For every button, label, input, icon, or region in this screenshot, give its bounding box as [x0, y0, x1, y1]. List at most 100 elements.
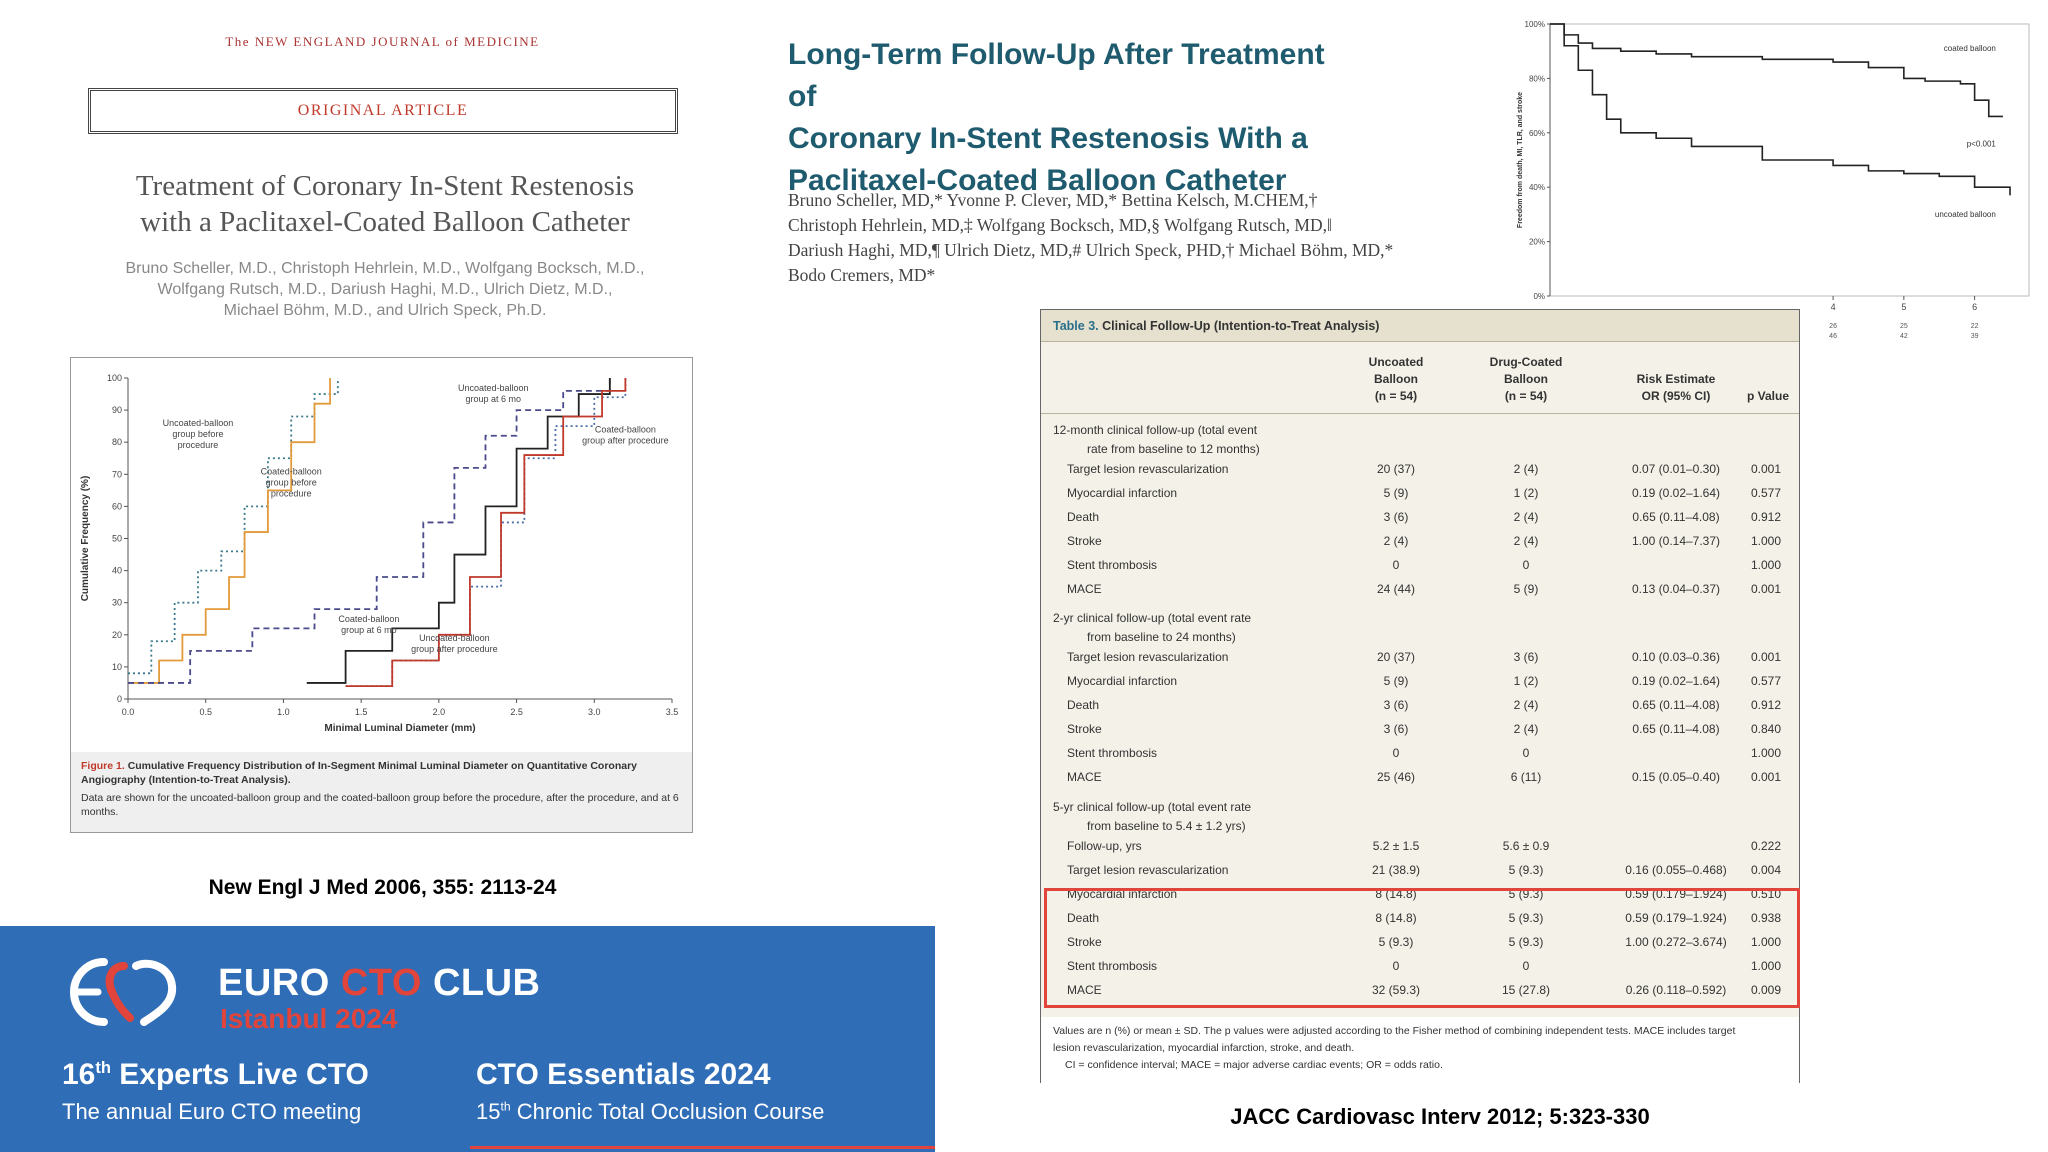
jacc-title-line: Long-Term Follow-Up After Treatment of — [788, 38, 1325, 113]
row-label: Stent thrombosis — [1067, 746, 1158, 760]
p-value: 0.001 — [1750, 770, 1781, 784]
risk-estimate: 1.00 (0.272–3.674) — [1625, 935, 1727, 949]
uncoated-value: 0 — [1392, 959, 1400, 973]
jacc-author-line: Bruno Scheller, MD,* Yvonne P. Clever, M… — [788, 190, 1318, 210]
series-annotation: Coated-balloon — [595, 425, 656, 435]
section-title-line: from baseline to 5.4 ± 1.2 yrs) — [1087, 819, 1246, 833]
series-annotation: Uncoated-balloon — [458, 383, 529, 393]
risk-estimate: 0.59 (0.179–1.924) — [1625, 911, 1727, 925]
y-tick-label: 20 — [112, 630, 122, 640]
cumulative-frequency-chart: 0.0 0.5 1.0 1.5 2.0 2.5 3.0 3.5 0 10 20 30 40 50 60 70 8… — [80, 373, 678, 734]
y-tick-label: 0% — [1533, 292, 1545, 301]
p-value: 0.222 — [1750, 839, 1781, 853]
risk-estimate: 0.65 (0.11–4.08) — [1632, 722, 1720, 736]
p-value: 0.001 — [1750, 582, 1781, 596]
ess-num: 15 — [476, 1099, 501, 1124]
series-annotation: Coated-balloon — [338, 614, 399, 624]
coated-value: 5 (9.3) — [1508, 863, 1544, 877]
header-line: (n = 54) — [1504, 389, 1548, 403]
jacc-title-line: Paclitaxel-Coated Balloon Catheter — [788, 164, 1287, 197]
uncoated-value: 0 — [1392, 746, 1400, 760]
series-annotation: procedure — [178, 440, 219, 450]
at-risk-number: 42 — [1900, 333, 1908, 340]
y-tick-label: 10 — [112, 662, 122, 672]
nejm-title-line: Treatment of Coronary In-Stent Restenosi… — [135, 170, 635, 202]
uncoated-value: 5.2 ± 1.5 — [1372, 839, 1420, 853]
uncoated-value: 25 (46) — [1376, 770, 1416, 784]
header-line: Uncoated — [1368, 355, 1424, 369]
header-line: (n = 54) — [1374, 389, 1418, 403]
coated-value: 5 (9.3) — [1508, 935, 1544, 949]
risk-estimate: 0.10 (0.03–0.36) — [1631, 650, 1721, 664]
series-annotation: group before — [266, 477, 317, 487]
p-value: 0.001 — [1750, 462, 1781, 476]
series-annotation: group before — [172, 429, 223, 439]
header-line: Risk Estimate — [1636, 372, 1716, 386]
uncoated-value: 21 (38.9) — [1371, 863, 1421, 877]
p-value: 0.912 — [1750, 510, 1781, 524]
jacc-authors: Bruno Scheller, MD,* Yvonne P. Clever, M… — [788, 188, 1448, 288]
row-label: Death — [1067, 510, 1100, 524]
series-annotation: Uncoated-balloon — [419, 633, 490, 643]
uncoated-value: 32 (59.3) — [1371, 983, 1421, 997]
coated-value: 2 (4) — [1513, 722, 1539, 736]
banner-accent-line — [470, 1146, 935, 1149]
y-tick-label: 70 — [112, 469, 122, 479]
x-tick-label: 0.5 — [199, 707, 212, 717]
coated-value: 3 (6) — [1513, 650, 1539, 664]
p-value: 1.000 — [1750, 746, 1781, 760]
series-annotation: Coated-balloon — [261, 466, 322, 476]
row-label: Stent thrombosis — [1067, 558, 1158, 572]
y-tick-label: 50 — [112, 534, 122, 544]
survival-curve — [1550, 23, 2011, 196]
uncoated-value: 8 (14.8) — [1375, 911, 1417, 925]
x-tick-label: 4 — [1831, 302, 1836, 312]
row-label: Death — [1067, 911, 1100, 925]
p-value: 0.004 — [1750, 863, 1781, 877]
y-tick-label: 60% — [1529, 129, 1545, 138]
risk-estimate: 0.15 (0.05–0.40) — [1631, 770, 1721, 784]
y-tick-label: 80 — [112, 437, 122, 447]
clinical-followup-table: Table 3. Clinical Follow-Up (Intention-t… — [1040, 309, 1800, 1083]
p-value-annotation: p<0.001 — [1967, 139, 1997, 148]
jacc-author-line: Dariush Haghi, MD,¶ Ulrich Dietz, MD,# U… — [788, 240, 1394, 260]
row-label: Myocardial infarction — [1067, 486, 1178, 500]
table-title-text: Clinical Follow-Up (Intention-to-Treat A… — [1102, 319, 1380, 333]
coated-value: 2 (4) — [1513, 534, 1539, 548]
uncoated-value: 3 (6) — [1383, 722, 1409, 736]
p-value: 1.000 — [1750, 534, 1781, 548]
nejm-citation: New Engl J Med 2006, 355: 2113-24 — [208, 876, 557, 899]
y-tick-label: 100% — [1525, 20, 1545, 29]
header-line: OR (95% CI) — [1641, 389, 1711, 403]
header-coated: Drug-Coated Balloon (n = 54) — [1461, 354, 1591, 405]
coated-value: 2 (4) — [1513, 510, 1539, 524]
euro-cto-banner — [0, 926, 935, 1152]
p-value: 1.000 — [1750, 935, 1781, 949]
coated-value: 0 — [1522, 558, 1530, 572]
section-title: 5-yr clinical follow-up (total event rat… — [1053, 798, 1251, 836]
club-cto: CTO — [340, 962, 422, 1004]
header-line: Balloon — [1504, 372, 1548, 386]
series-label: uncoated balloon — [1935, 210, 1996, 219]
experts-rest: Experts Live CTO — [110, 1058, 369, 1091]
table-number: Table 3. — [1053, 319, 1099, 333]
club-city: Istanbul 2024 — [220, 1003, 398, 1034]
coated-value: 5.6 ± 0.9 — [1502, 839, 1550, 853]
uncoated-value: 20 (37) — [1376, 462, 1416, 476]
header-risk: Risk Estimate OR (95% CI) — [1601, 371, 1751, 405]
p-value: 0.577 — [1750, 486, 1781, 500]
series-annotation: group at 6 mo — [465, 394, 521, 404]
risk-estimate: 0.13 (0.04–0.37) — [1631, 582, 1721, 596]
x-tick-label: 0.0 — [122, 707, 135, 717]
p-value: 0.840 — [1750, 722, 1781, 736]
y-axis-label: Freedom from death, MI, TLR, and stroke — [1517, 92, 1524, 228]
row-label: Follow-up, yrs — [1067, 839, 1142, 853]
section-title: 12-month clinical follow-up (total event… — [1053, 421, 1260, 459]
coated-value: 5 (9) — [1513, 582, 1539, 596]
row-label: Target lesion revascularization — [1067, 462, 1229, 476]
five-year-highlight-box — [1044, 888, 1800, 1008]
row-label: Stroke — [1067, 534, 1102, 548]
section-title-line: 12-month clinical follow-up (total event — [1053, 423, 1258, 437]
header-line: Drug-Coated — [1489, 355, 1563, 369]
series-annotation: group after procedure — [411, 644, 498, 654]
